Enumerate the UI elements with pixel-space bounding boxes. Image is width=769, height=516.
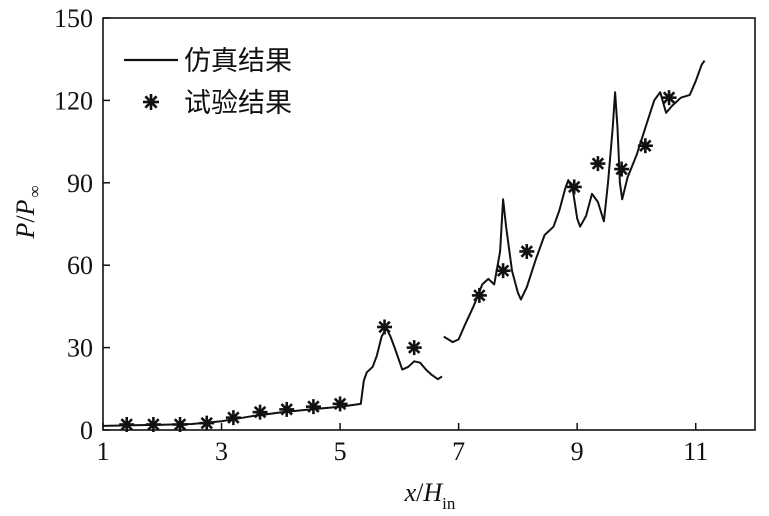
experiment-point [145, 417, 161, 433]
experiment-point [332, 396, 348, 412]
x-axis-label: x/Hin [404, 478, 456, 513]
experiment-point [590, 156, 606, 172]
simulation-line-segment-2 [443, 60, 706, 344]
x-tick-label: 3 [215, 437, 228, 466]
x-axis-label-den: H [422, 478, 443, 507]
x-axis-label-var: x [404, 478, 417, 507]
x-tick-label: 9 [571, 437, 584, 466]
y-axis-label-var: P [11, 223, 40, 240]
x-tick-label: 7 [452, 437, 465, 466]
x-tick-label: 11 [683, 437, 708, 466]
legend-label-simulation: 仿真结果 [184, 46, 292, 77]
y-tick-label: 120 [54, 86, 93, 115]
experiment-point [614, 161, 630, 177]
experiment-point [225, 410, 241, 426]
y-tick-label: 30 [67, 334, 93, 363]
experiment-point [305, 399, 321, 415]
experiment-point [637, 138, 653, 154]
experiment-point [406, 340, 422, 356]
experiment-point [519, 243, 535, 259]
x-tick-label: 1 [97, 437, 110, 466]
y-axis-label: P/P ∞ [11, 185, 44, 239]
experiment-point [495, 263, 511, 279]
experiment-point [279, 401, 295, 417]
experiment-point [252, 404, 268, 420]
experiment-point [661, 90, 677, 106]
x-tick-label: 5 [334, 437, 347, 466]
legend: 仿真结果 试验结果 [124, 46, 292, 119]
experiment-point [172, 417, 188, 433]
experiment-point [471, 287, 487, 303]
tick-group: 1 3 5 7 9 11 0 30 60 90 120 150 [54, 4, 708, 466]
y-tick-label: 0 [80, 416, 93, 445]
y-axis-label-sub: ∞ [25, 185, 44, 197]
legend-asterisk-swatch [143, 94, 159, 110]
plot-frame [102, 17, 756, 431]
x-axis-label-sub: in [442, 494, 456, 513]
y-tick-label: 90 [67, 169, 93, 198]
experiment-point [199, 415, 215, 431]
experiment-point [566, 179, 582, 195]
y-tick-label: 150 [54, 4, 93, 33]
y-axis-label-den: P [11, 199, 40, 216]
experiment-point [119, 417, 135, 433]
experiment-point [377, 319, 393, 335]
simulation-line-segment-1 [102, 327, 443, 427]
legend-asterisk-icon [143, 94, 159, 110]
y-tick-label: 60 [67, 251, 93, 280]
legend-label-experiment: 试验结果 [184, 88, 292, 119]
x-axis-label-sep: / [416, 478, 424, 507]
y-axis-label-sep: / [11, 215, 40, 223]
scatter-series [119, 90, 677, 433]
